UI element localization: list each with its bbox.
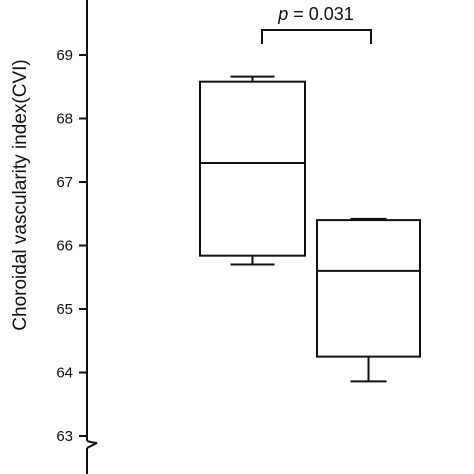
box-group-1	[199, 75, 306, 266]
y-tick-label-64: 64	[56, 365, 73, 382]
box-1-iqr	[199, 80, 306, 257]
significance-bracket	[261, 29, 372, 44]
y-axis-ticks: 63 64 65 66 67 68 69	[56, 47, 87, 445]
axis-break-marker	[86, 440, 98, 449]
y-tick-label-66: 66	[56, 238, 73, 255]
y-tick-label-67: 67	[56, 174, 73, 191]
box-2-iqr	[316, 219, 421, 358]
p-symbol: p	[277, 4, 288, 24]
y-tick-label-68: 68	[56, 111, 73, 128]
boxes-layer	[199, 75, 421, 383]
box-group-2	[316, 217, 421, 383]
y-axis-label: Choroidal vascularity index(CVI)	[10, 59, 31, 330]
y-tick-label-69: 69	[56, 47, 73, 64]
p-value-annotation: p = 0.031	[277, 4, 354, 24]
p-value-text: = 0.031	[288, 4, 354, 24]
y-tick-label-65: 65	[56, 301, 73, 318]
y-tick-label-63: 63	[56, 428, 73, 445]
